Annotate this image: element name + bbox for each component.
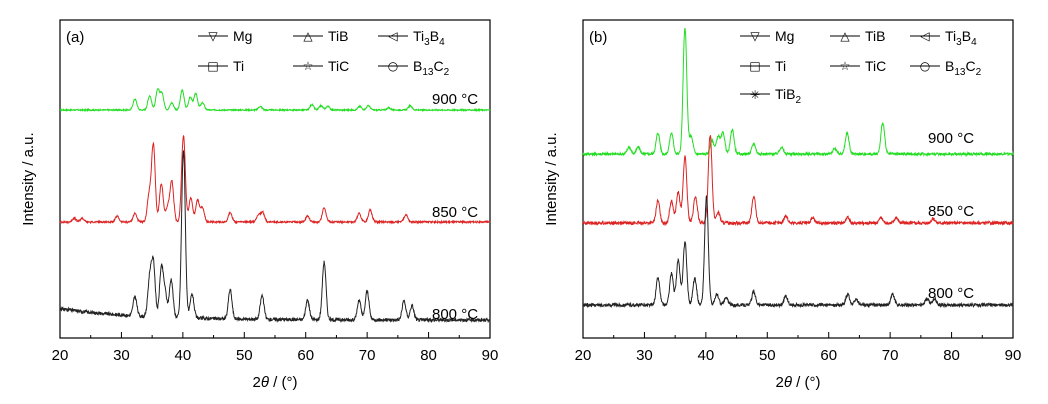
legend-tic-label: TiC (328, 58, 349, 74)
panel-a-x-tick-label-80: 80 (420, 347, 437, 364)
legend-entry-ti: □ Ti (198, 58, 244, 74)
panel-b-x-tick-label-40: 40 (698, 347, 715, 364)
legend-b-ti3b4-symbol: ◁ (919, 29, 929, 43)
panel-b-y-axis-label: Intensity / a.u. (543, 132, 560, 225)
panel-b-x-tick-label-80: 80 (943, 347, 960, 364)
legend-b-tib-label: TiB (865, 28, 885, 44)
panel-b-legend: ▽ Mg △ TiB ◁ Ti3B4 □ Ti ☆ TiC (740, 28, 982, 106)
panel-b-chart: (b) ▽ Mg △ TiB ◁ Ti3B4 □ Ti (543, 19, 1022, 391)
panel-b-series-layer (582, 27, 1014, 309)
panel-b-label-850c: 850 °C (928, 203, 974, 220)
legend-b-tib-symbol: △ (840, 29, 850, 43)
legend-b-ti-symbol: □ (749, 59, 760, 73)
panel-b-x-tick-label-60: 60 (820, 347, 837, 364)
panel-a-x-axis-label: 2θ / (°) (253, 374, 298, 391)
legend-b13c2-label: B13C2 (413, 58, 450, 78)
legend-tic-symbol: ☆ (303, 59, 314, 73)
legend-b-entry-b13c2: ○ B13C2 (910, 58, 982, 78)
panel-a-label-850c: 850 °C (432, 204, 478, 221)
panel-a-series-800c (59, 150, 491, 324)
legend-b-entry-ti: □ Ti (740, 58, 786, 74)
panel-a-label: (a) (66, 29, 84, 46)
legend-b-tic-symbol: ☆ (840, 59, 851, 73)
panel-a-chart: (a) ▽ Mg △ TiB ◁ Ti3B4 □ Ti (20, 19, 499, 391)
panel-a-y-axis-label: Intensity / a.u. (20, 132, 37, 225)
panel-a-series-900c (59, 88, 491, 113)
panel-a-legend: ▽ Mg △ TiB ◁ Ti3B4 □ Ti ☆ TiC (198, 28, 450, 78)
panel-b-x-axis-label: 2θ / (°) (776, 374, 821, 391)
panel-b-label-800c: 800 °C (928, 285, 974, 302)
legend-b-entry-tic: ☆ TiC (830, 58, 886, 74)
panel-a-x-tick-label-30: 30 (113, 347, 130, 364)
legend-b-entry-ti3b4: ◁ Ti3B4 (910, 28, 977, 48)
legend-entry-b13c2: ○ B13C2 (378, 58, 450, 78)
legend-entry-tic: ☆ TiC (293, 58, 349, 74)
legend-b-tic-label: TiC (865, 58, 886, 74)
legend-b-entry-tib2: ✳ TiB2 (740, 86, 801, 106)
panel-b-series-850c (582, 135, 1014, 227)
legend-b-entry-mg: ▽ Mg (740, 28, 794, 44)
legend-b-entry-tib: △ TiB (830, 28, 885, 44)
panel-b-x-axis-ticks: 20 30 40 50 60 70 80 90 (575, 332, 1022, 364)
legend-b-ti3b4-label: Ti3B4 (945, 28, 977, 48)
panel-a-label-800c: 800 °C (432, 306, 478, 323)
panel-a-label-900c: 900 °C (432, 91, 478, 108)
legend-ti3b4-label: Ti3B4 (413, 28, 445, 48)
panel-a-series-850c (59, 134, 491, 225)
panel-a-series-layer (59, 88, 491, 324)
legend-b-b13c2-symbol: ○ (920, 59, 930, 73)
legend-b-b13c2-label: B13C2 (945, 58, 982, 78)
panel-b-label-900c: 900 °C (928, 130, 974, 147)
legend-tib-label: TiB (328, 28, 348, 44)
panel-a-x-tick-label-70: 70 (359, 347, 376, 364)
legend-b-ti-label: Ti (775, 58, 786, 74)
legend-b-tib2-label: TiB2 (775, 86, 801, 106)
legend-ti3b4-symbol: ◁ (387, 29, 397, 43)
legend-mg-label: Mg (233, 28, 252, 44)
panel-a-x-tick-label-90: 90 (482, 347, 499, 364)
legend-b-mg-symbol: ▽ (750, 29, 760, 43)
legend-b-tib2-symbol: ✳ (750, 88, 760, 102)
legend-ti-symbol: □ (207, 59, 218, 73)
panel-b-x-tick-label-50: 50 (759, 347, 776, 364)
legend-b-mg-label: Mg (775, 28, 794, 44)
legend-mg-symbol: ▽ (208, 29, 218, 43)
panel-b-series-900c (582, 27, 1014, 158)
legend-entry-mg: ▽ Mg (198, 28, 252, 44)
panel-a-x-tick-label-60: 60 (297, 347, 314, 364)
panel-b-x-tick-label-90: 90 (1005, 347, 1022, 364)
legend-b13c2-symbol: ○ (388, 59, 398, 73)
panel-a-x-axis-ticks: 20 30 40 50 60 70 80 90 (52, 332, 499, 364)
panel-b-x-tick-label-30: 30 (636, 347, 653, 364)
panel-a-x-tick-label-40: 40 (175, 347, 192, 364)
panel-a-x-tick-label-50: 50 (236, 347, 253, 364)
panel-b-x-tick-label-70: 70 (882, 347, 899, 364)
legend-tib-symbol: △ (303, 29, 313, 43)
legend-entry-ti3b4: ◁ Ti3B4 (378, 28, 445, 48)
panel-a-x-tick-label-20: 20 (52, 347, 69, 364)
legend-entry-tib: △ TiB (293, 28, 348, 44)
panel-b-label: (b) (589, 29, 607, 46)
panel-b-x-tick-label-20: 20 (575, 347, 592, 364)
panel-b-series-800c (582, 195, 1014, 309)
legend-ti-label: Ti (233, 58, 244, 74)
